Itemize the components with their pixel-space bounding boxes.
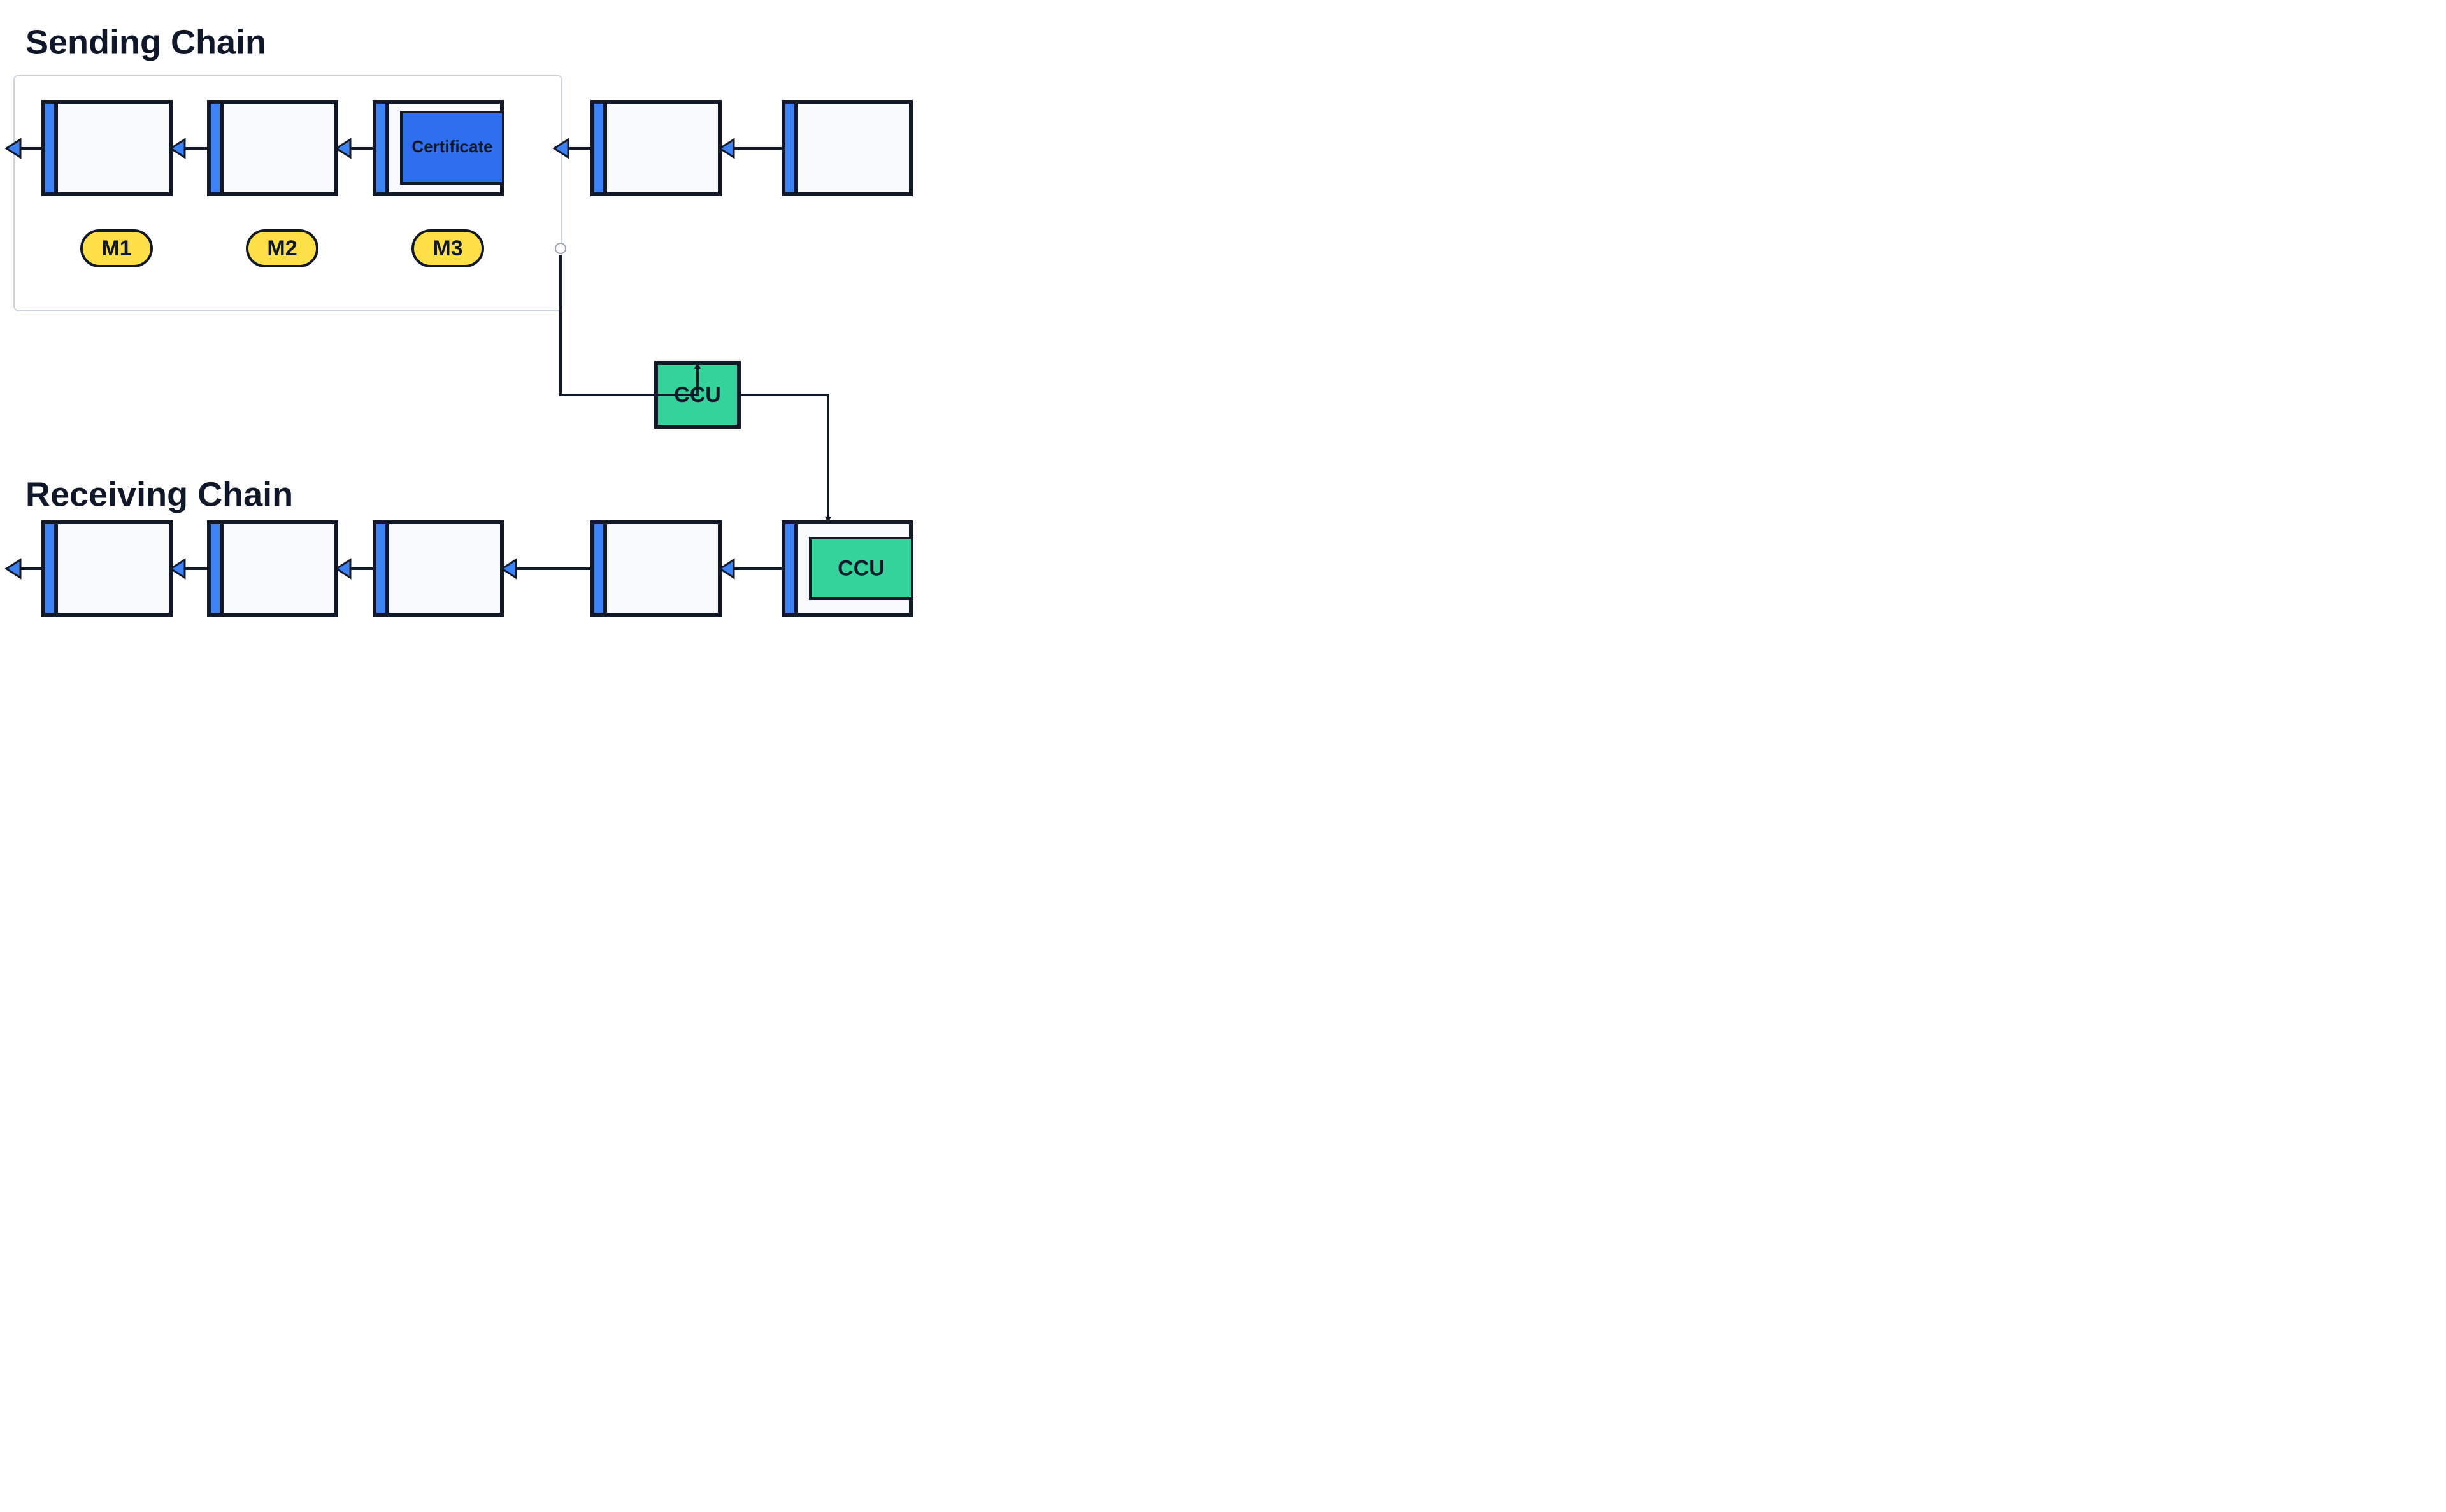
sending-chain-title: Sending Chain [25,23,266,61]
certificate-label: Certificate [411,137,492,156]
group-anchor-dot [555,243,566,253]
pill-label-m3: M3 [433,236,462,260]
receiving-block-4 [592,522,720,615]
sending-block-1 [43,102,171,194]
sending-block-5 [783,102,911,194]
receiving-block-1 [43,522,171,615]
receiving-chain-title: Receiving Chain [25,475,293,513]
sending-block-4 [592,102,720,194]
receiving-block-2 [209,522,336,615]
ccu-receiving-label: CCU [838,556,885,580]
receiving-block-3 [375,522,502,615]
sending-block-2 [209,102,336,194]
pill-label-m1: M1 [101,236,131,260]
pill-label-m2: M2 [267,236,297,260]
diagram-root: Sending Chain Certificate M1 M2 M3 CCU Receivi… [0,0,2446,631]
